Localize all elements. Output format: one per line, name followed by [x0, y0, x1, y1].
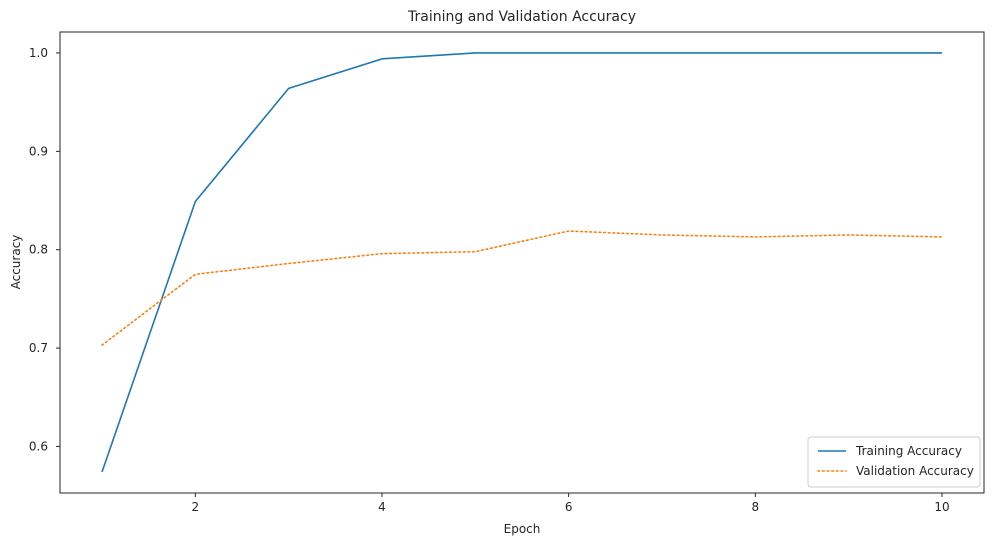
y-tick-label: 0.8 — [29, 243, 48, 257]
training-accuracy-line — [101, 52, 942, 473]
legend: Training Accuracy Validation Accuracy — [807, 436, 981, 488]
series-layer — [101, 52, 943, 473]
y-tick-label: 0.7 — [29, 341, 48, 355]
x-tick-label: 10 — [934, 500, 949, 514]
y-tick-label: 0.9 — [29, 144, 48, 158]
y-tick-label: 0.6 — [29, 439, 48, 453]
legend-box — [807, 436, 981, 488]
legend-label-training: Training Accuracy — [855, 444, 962, 458]
y-axis-ticks: 0.6 0.7 0.8 0.9 1.0 — [29, 46, 60, 453]
x-axis-label: Epoch — [504, 522, 541, 536]
x-tick-label: 6 — [565, 500, 573, 514]
y-tick-label: 1.0 — [29, 46, 48, 60]
x-tick-label: 4 — [378, 500, 386, 514]
x-tick-label: 8 — [752, 500, 760, 514]
y-axis-label: Accuracy — [9, 235, 23, 290]
x-tick-label: 2 — [192, 500, 200, 514]
chart-title: Training and Validation Accuracy — [407, 9, 636, 25]
legend-label-validation: Validation Accuracy — [856, 464, 974, 478]
validation-accuracy-line — [101, 230, 943, 346]
plot-frame — [59, 31, 985, 494]
x-axis-ticks: 2 4 6 8 10 — [192, 493, 950, 514]
